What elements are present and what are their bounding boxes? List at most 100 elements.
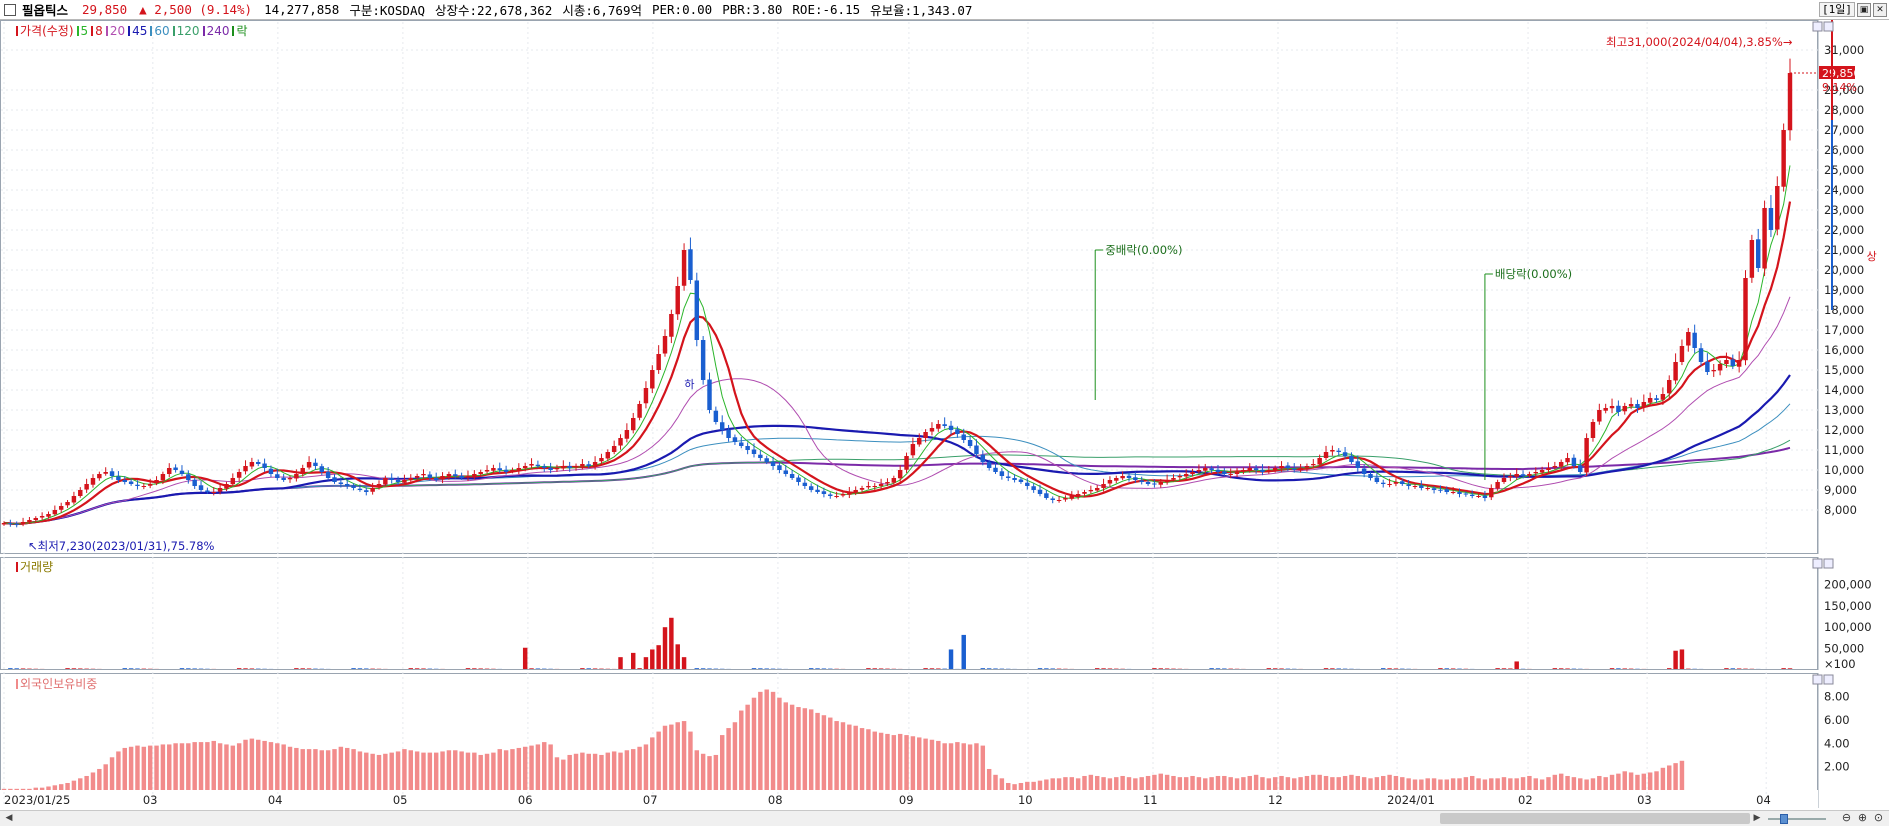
candle-body — [1228, 474, 1233, 475]
zoom-slider[interactable] — [1768, 813, 1826, 824]
stock-chart[interactable]: 8,000 9,000 10,000 11,000 12,000 13,000 14,000… — [0, 20, 1889, 810]
candle — [1565, 452, 1570, 466]
legend-item-3[interactable]: 20 — [105, 24, 125, 38]
foreign-bar — [58, 784, 64, 790]
candle — [542, 463, 547, 472]
maximize-icon[interactable]: ▣ — [1857, 2, 1871, 17]
legend-item-4[interactable]: 45 — [128, 24, 147, 38]
volume-bar — [948, 649, 954, 669]
foreign-panel-maximize-icon[interactable] — [1812, 674, 1823, 685]
candle — [1298, 463, 1303, 473]
candle-body — [395, 479, 401, 482]
candle-body — [1743, 278, 1748, 361]
candle — [605, 449, 611, 462]
foreign-bar — [236, 743, 242, 790]
volume-bar — [186, 668, 191, 669]
candle-body — [1730, 359, 1736, 366]
legend-item-7[interactable]: 240 — [202, 24, 229, 38]
candle-body — [491, 468, 496, 471]
candle — [897, 465, 903, 482]
legend-item-0[interactable]: 가격(수정) — [16, 22, 74, 39]
zoom-reset-icon[interactable]: ⊙ — [1873, 811, 1884, 824]
candle-body — [179, 470, 185, 474]
candle-body — [726, 429, 731, 438]
close-icon[interactable]: ✕ — [1873, 2, 1887, 17]
candle-body — [681, 250, 687, 286]
scroll-left-icon[interactable]: ◀ — [5, 813, 13, 823]
volume-bar — [681, 657, 687, 669]
candle-body — [770, 461, 776, 466]
candle-body — [198, 485, 204, 490]
legend-item-8[interactable]: 락 — [232, 22, 248, 39]
foreign-bar — [491, 752, 496, 790]
candle-body — [1641, 402, 1647, 408]
foreign-bar — [510, 749, 515, 790]
foreign-bar — [376, 754, 382, 790]
candle-body — [1425, 488, 1430, 489]
zoom-knob[interactable] — [1780, 814, 1788, 824]
volume-panel-close-icon[interactable] — [1823, 558, 1834, 569]
candle-body — [1527, 474, 1532, 476]
scroll-right-icon[interactable]: ▶ — [1753, 813, 1761, 823]
candle — [986, 459, 992, 471]
candle — [1272, 465, 1278, 473]
foreign-bar — [1037, 780, 1043, 790]
candle — [268, 465, 274, 478]
candle — [936, 420, 941, 432]
candle-body — [1412, 486, 1418, 487]
volume-unit-label: ×100 — [1824, 657, 1856, 671]
candle-body — [923, 432, 928, 438]
candle — [173, 464, 178, 473]
candle — [1152, 479, 1157, 488]
candle — [97, 471, 102, 481]
volume-bar — [1215, 668, 1221, 669]
window-checkbox[interactable] — [4, 3, 16, 16]
candle — [395, 476, 401, 486]
foreign-bar — [459, 751, 464, 790]
foreign-bar — [732, 722, 738, 790]
candle-body — [1628, 404, 1634, 407]
candle-body — [1107, 480, 1113, 484]
zoom-in-icon[interactable]: ⊕ — [1857, 811, 1868, 824]
scroll-thumb[interactable] — [1440, 813, 1750, 824]
candle — [637, 400, 642, 421]
candle-body — [993, 467, 998, 472]
foreign-bar — [942, 743, 947, 790]
foreign-bar — [1222, 775, 1227, 790]
candle — [484, 465, 490, 474]
candle-body — [414, 476, 420, 478]
candle — [300, 464, 305, 477]
foreign-bar — [1361, 777, 1367, 790]
legend-item-2[interactable]: 8 — [91, 24, 103, 38]
price-panel-close-icon[interactable] — [1823, 21, 1834, 32]
horizontal-scrollbar[interactable]: ◀ ▶ ⊖ ⊕ ⊙ — [0, 810, 1889, 826]
candle — [910, 437, 916, 459]
candle — [20, 517, 26, 527]
foreign-bar — [1679, 760, 1685, 790]
candle-body — [1222, 471, 1227, 474]
period-selector[interactable]: [1일] — [1819, 2, 1855, 17]
price-panel-maximize-icon[interactable] — [1812, 21, 1823, 32]
legend-item-1[interactable]: 5 — [76, 24, 88, 38]
volume-bar — [936, 668, 941, 669]
candle — [1584, 433, 1589, 477]
price-tick-label-21: 29,000 — [1824, 83, 1864, 97]
candle-body — [1253, 468, 1259, 470]
foreign-bar — [1209, 777, 1214, 790]
foreign-bar — [351, 749, 356, 790]
foreign-bar — [421, 752, 426, 790]
candle — [700, 336, 706, 385]
candle-body — [1120, 476, 1125, 479]
candle — [1260, 464, 1265, 476]
foreign-bar — [1317, 774, 1322, 790]
zoom-out-icon[interactable]: ⊖ — [1841, 811, 1852, 824]
candle — [84, 478, 89, 493]
foreign-panel-close-icon[interactable] — [1823, 674, 1834, 685]
candle — [186, 470, 191, 484]
legend-item-6[interactable]: 120 — [172, 24, 200, 38]
candle-body — [1654, 398, 1659, 400]
volume-bar — [351, 668, 356, 669]
volume-panel-maximize-icon[interactable] — [1812, 558, 1823, 569]
legend-item-5[interactable]: 60 — [150, 24, 170, 38]
candle-body — [1342, 452, 1348, 456]
